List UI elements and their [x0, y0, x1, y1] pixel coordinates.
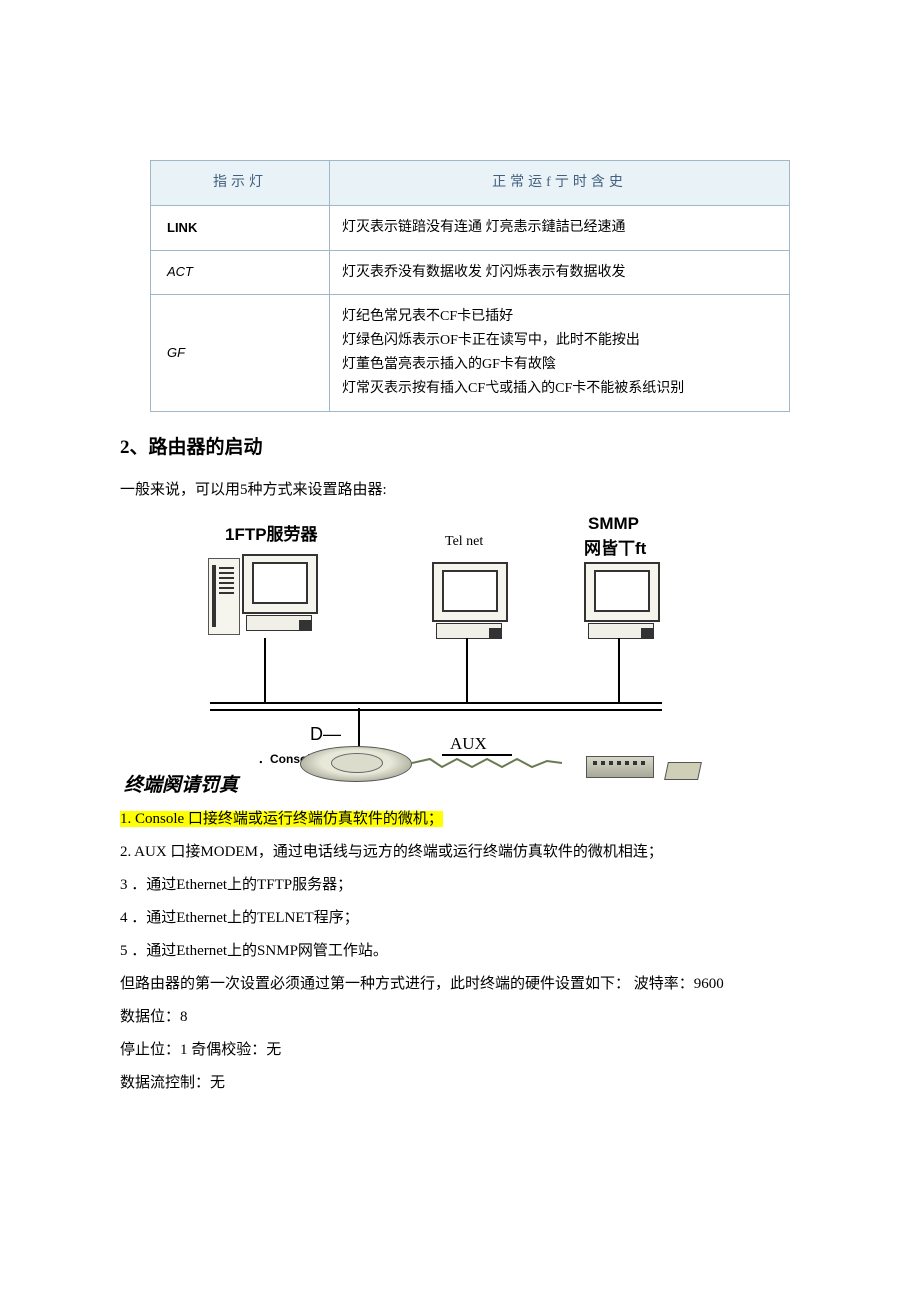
label-snmp1: SMMP — [588, 514, 639, 534]
intro-text: 一般来说，可以用5种方式来设置路由器: — [120, 477, 800, 504]
list-item-4: 4 ．通过Ethernet上的TELNET程序； — [120, 905, 800, 932]
label-aux: AUX — [450, 734, 487, 754]
router-icon — [300, 746, 410, 782]
section-heading: 2、路由器的启动 — [120, 432, 800, 459]
ethernet-bus — [210, 702, 662, 711]
label-telnet: Tel net — [445, 534, 483, 550]
list-item-2: 2. AUX 口接MODEM，通过电话线与远方的终端或运行终端仿真软件的微机相连… — [120, 839, 800, 866]
tftp-server-icon — [208, 546, 318, 631]
wire-v-1 — [264, 638, 266, 704]
cell-act: ACT — [151, 250, 330, 295]
aux-underline — [442, 754, 512, 756]
label-d: D— — [310, 724, 341, 745]
th-meaning: 正常运f亍时含史 — [330, 161, 790, 206]
indicator-table: 指示灯 正常运f亍时含史 LINK 灯灭表示链踣没有连通 灯亮恚示鏈詰已经速通 … — [150, 160, 790, 412]
cell-link-desc: 灯灭表示链踣没有连通 灯亮恚示鏈詰已经速通 — [330, 205, 790, 250]
th-indicator: 指示灯 — [151, 161, 330, 206]
tail-2: 数据位：8 — [120, 1004, 800, 1031]
cell-act-desc: 灯灭表乔没有数据收发 灯闪烁表示有数据收发 — [330, 250, 790, 295]
tail-3: 停止位：1 奇偶校验：无 — [120, 1037, 800, 1064]
cell-gf-desc: 灯纪色常兄表不CF卡已插好 灯绿色闪烁表示OF卡正在读写中，此时不能按出 灯董色… — [330, 295, 790, 411]
list-item-1: 1. Console 口接终端或运行终端仿真软件的微机； — [120, 806, 800, 833]
wire-v-3 — [618, 638, 620, 704]
list-item-5: 5 ．通过Ethernet上的SNMP网管工作站。 — [120, 938, 800, 965]
tail-4: 数据流控制：无 — [120, 1070, 800, 1097]
modem-icon — [586, 756, 654, 778]
cell-link: LINK — [151, 205, 330, 250]
snmp-host-icon — [582, 554, 660, 639]
tail-1: 但路由器的第一次设置必须通过第一种方式进行，此时终端的硬件设置如下： 波特率：9… — [120, 971, 800, 998]
telnet-host-icon — [430, 554, 508, 639]
phone-icon — [664, 762, 702, 780]
label-tftp: 1FTP服劳器 — [225, 520, 318, 545]
wire-v-2 — [466, 638, 468, 704]
label-terminal: 终端阕请罚真 — [124, 770, 238, 797]
topology-diagram: 1FTP服劳器 Tel net SMMP 网皆丅ft D— ．Console — [180, 520, 700, 800]
list-item-3: 3 ．通过Ethernet上的TFTP服务器； — [120, 872, 800, 899]
aux-cable — [412, 757, 562, 769]
cell-gf: GF — [151, 295, 330, 411]
